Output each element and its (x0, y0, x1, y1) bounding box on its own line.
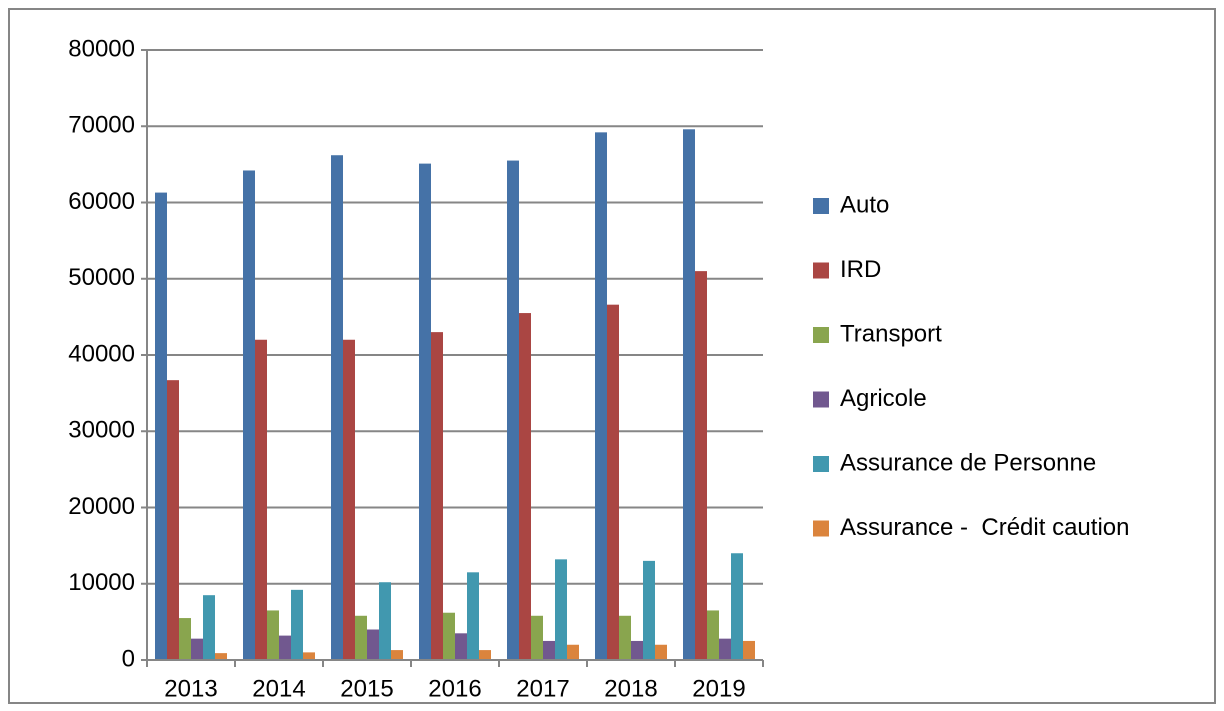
bar (379, 582, 391, 660)
legend-label: Auto (840, 191, 889, 218)
legend-label: Assurance - Crédit caution (840, 514, 1129, 541)
bar (655, 644, 667, 660)
bar (431, 332, 443, 660)
legend-swatch (813, 262, 829, 279)
y-tick-label: 30000 (68, 417, 135, 444)
bar (543, 640, 555, 660)
x-tick-label: 2015 (340, 675, 393, 702)
bar (355, 615, 367, 660)
bar (167, 380, 179, 660)
bar (519, 313, 531, 660)
legend-label: IRD (840, 256, 881, 283)
bar (391, 650, 403, 660)
bar (719, 638, 731, 660)
x-tick-label: 2016 (428, 675, 481, 702)
bar (567, 644, 579, 660)
y-tick-label: 10000 (68, 569, 135, 596)
x-tick-label: 2018 (604, 675, 657, 702)
bar (743, 640, 755, 660)
bar (467, 572, 479, 660)
bar (279, 635, 291, 660)
bar (215, 653, 227, 660)
bar (631, 640, 643, 660)
bar (683, 129, 695, 661)
bar (331, 155, 343, 660)
x-tick-label: 2014 (252, 675, 305, 702)
bar (203, 595, 215, 660)
bar (643, 560, 655, 660)
bar (179, 618, 191, 660)
bar (243, 170, 255, 660)
y-tick-label: 70000 (68, 112, 135, 139)
bar (707, 610, 719, 660)
x-tick-label: 2017 (516, 675, 569, 702)
y-tick-label: 80000 (68, 35, 135, 62)
legend-swatch (813, 198, 829, 214)
legend-swatch (813, 327, 829, 343)
bar (291, 589, 303, 660)
y-tick-label: 50000 (68, 264, 135, 291)
bar (303, 652, 315, 660)
bar (255, 339, 267, 660)
bar (343, 339, 355, 660)
bar (419, 163, 431, 661)
bar (367, 629, 379, 660)
legend-label: Assurance de Personne (840, 449, 1096, 476)
bar (731, 553, 743, 660)
bar (443, 612, 455, 660)
bar (619, 615, 631, 660)
bar (455, 633, 467, 660)
x-tick-label: 2013 (164, 675, 217, 702)
legend-swatch (813, 456, 829, 472)
y-tick-label: 60000 (68, 188, 135, 215)
y-tick-label: 0 (122, 645, 135, 672)
bar (531, 615, 543, 660)
bar (607, 304, 619, 660)
bar (695, 271, 707, 660)
bar (267, 610, 279, 660)
bar (555, 559, 567, 660)
bar (191, 638, 203, 660)
bar (155, 192, 167, 660)
x-tick-label: 2019 (692, 675, 745, 702)
legend-swatch (813, 391, 829, 408)
bar (595, 132, 607, 661)
legend-swatch (813, 520, 829, 537)
bar (507, 160, 519, 660)
legend-label: Transport (840, 320, 942, 347)
bar (479, 650, 491, 660)
legend-label: Agricole (840, 385, 927, 412)
y-tick-label: 40000 (68, 340, 135, 367)
y-tick-label: 20000 (68, 493, 135, 520)
